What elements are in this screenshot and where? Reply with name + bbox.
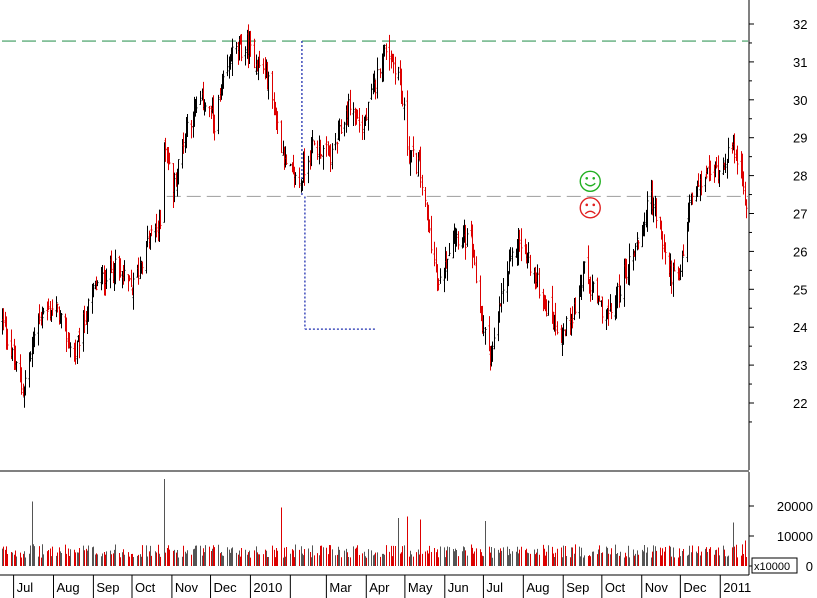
smiley-eye [585, 176, 589, 180]
price-tick-label: 31 [793, 55, 807, 70]
volume-tick-label: 20000 [777, 499, 813, 514]
x-tick-label: Nov [645, 580, 669, 595]
smiley-marker [579, 170, 601, 192]
price-tick-label: 25 [793, 282, 807, 297]
price-axis: 22 23 24 25 26 27 28 29 30 31 32 [749, 17, 807, 423]
price-tick-label: 29 [793, 131, 807, 146]
x-tick-label: Jun [448, 580, 469, 595]
volume-tick-label: 10000 [777, 529, 813, 544]
x-tick-label: Jul [486, 580, 503, 595]
smiley-eye [592, 176, 596, 180]
volume-axis: 0 10000 20000 x10000 [749, 499, 813, 574]
frowny-marker [579, 197, 601, 219]
volume-tick-label: 0 [806, 559, 813, 574]
volume-bars [2, 479, 747, 566]
x-tick-label: 2010 [253, 580, 282, 595]
x-tick-label: Dec [214, 580, 238, 595]
price-grid-lines [2, 40, 748, 198]
price-tick-label: 30 [793, 93, 807, 108]
x-tick-label: 2011 [723, 580, 751, 595]
x-axis: Jul Aug Sep Oct Nov Dec 2010 Mar Apr May Jun Jul Aug… [13, 575, 751, 598]
price-candles [1, 24, 748, 408]
x-tick-label: Aug [56, 580, 79, 595]
volume-multiplier-label: x10000 [754, 561, 790, 573]
frowny-eye [585, 203, 589, 207]
smiley-mouth [584, 182, 596, 187]
frowny-eye [592, 203, 596, 207]
x-tick-label: Sep [566, 580, 589, 595]
x-tick-label: Aug [526, 580, 549, 595]
x-tick-label: Jul [17, 580, 34, 595]
x-tick-label: Dec [683, 580, 707, 595]
x-tick-label: Oct [605, 580, 626, 595]
frowny-mouth [584, 210, 596, 215]
x-tick-label: May [408, 580, 433, 595]
x-tick-label: Oct [135, 580, 156, 595]
x-tick-label: Mar [329, 580, 352, 595]
price-tick-label: 28 [793, 169, 807, 184]
x-tick-label: Apr [369, 580, 390, 595]
frowny-face [579, 197, 601, 219]
volume-multiplier-box [751, 557, 798, 574]
smiley-face [579, 170, 601, 192]
annotation-bracket [301, 41, 376, 330]
x-tick-label: Sep [96, 580, 119, 595]
x-tick-label: Nov [175, 580, 199, 595]
markers [579, 170, 601, 219]
price-tick-label: 26 [793, 244, 807, 259]
price-tick-label: 27 [793, 207, 807, 222]
price-tick-label: 32 [793, 17, 807, 32]
price-tick-label: 23 [793, 358, 807, 373]
price-tick-label: 24 [793, 320, 807, 335]
price-tick-label: 22 [793, 396, 807, 411]
